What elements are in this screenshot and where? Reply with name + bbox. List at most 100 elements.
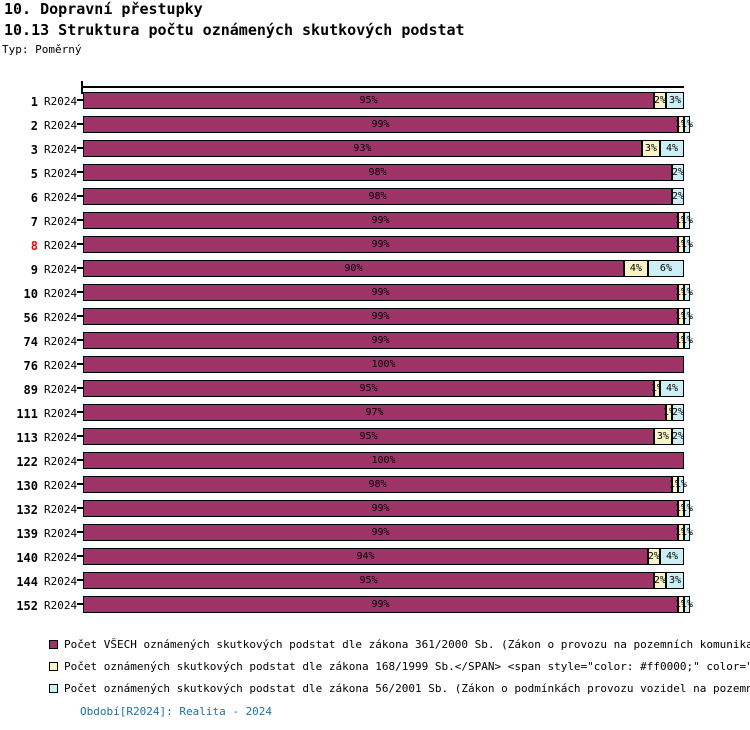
- segment-56-2001[interactable]: 3%: [665, 572, 684, 589]
- segment-168-1999[interactable]: 2%: [648, 548, 660, 565]
- chart-row[interactable]: 139 R2024 99% 1% 1%: [0, 523, 750, 547]
- chart-row[interactable]: 140 R2024 94% 2% 4%: [0, 547, 750, 571]
- segment-168-1999[interactable]: 3%: [653, 428, 672, 445]
- segment-value-label: 99%: [371, 311, 390, 322]
- segment-361-2000[interactable]: 98%: [83, 188, 672, 205]
- chart-row[interactable]: 122 R2024 100%: [0, 451, 750, 475]
- segment-168-1999[interactable]: 1%: [675, 524, 687, 541]
- segment-361-2000[interactable]: 93%: [83, 140, 642, 157]
- row-period-label: R2024: [44, 215, 78, 228]
- chart-row[interactable]: 144 R2024 95% 2% 3%: [0, 571, 750, 595]
- segment-168-1999[interactable]: 1%: [669, 476, 681, 493]
- segment-56-2001[interactable]: 2%: [672, 164, 684, 181]
- segment-168-1999[interactable]: 1%: [674, 596, 688, 613]
- segment-168-1999[interactable]: 2%: [654, 572, 666, 589]
- chart-row[interactable]: 132 R2024 99% 1% 1%: [0, 499, 750, 523]
- segment-361-2000[interactable]: 95%: [83, 428, 654, 445]
- segment-361-2000[interactable]: 99%: [83, 284, 678, 301]
- segment-361-2000[interactable]: 94%: [83, 548, 648, 565]
- chart-row[interactable]: 6 R2024 98% 2%: [0, 187, 750, 211]
- segment-56-2001[interactable]: 4%: [659, 140, 684, 157]
- chart-row[interactable]: 1 R2024 95% 2% 3%: [0, 91, 750, 115]
- chart-row[interactable]: 10 R2024 99% 1% 1%: [0, 283, 750, 307]
- legend-item[interactable]: Počet VŠECH oznámených skutkových podsta…: [0, 636, 750, 658]
- chart-row[interactable]: 111 R2024 97% 1% 2%: [0, 403, 750, 427]
- segment-361-2000[interactable]: 95%: [83, 92, 654, 109]
- segment-168-1999[interactable]: 1%: [675, 308, 687, 325]
- chart-row[interactable]: 3 R2024 93% 3% 4%: [0, 139, 750, 163]
- segment-value-label: 1%: [674, 599, 688, 610]
- chart-row[interactable]: 9 R2024 90% 4% 6%: [0, 259, 750, 283]
- chart-row[interactable]: 76 R2024 100%: [0, 355, 750, 379]
- segment-168-1999[interactable]: 1%: [675, 236, 687, 253]
- segment-361-2000[interactable]: 97%: [83, 404, 666, 421]
- row-index-label: 113: [16, 431, 38, 445]
- legend-item[interactable]: Počet oznámených skutkových podstat dle …: [0, 680, 750, 702]
- segment-361-2000[interactable]: 98%: [83, 164, 672, 181]
- row-axis-tick: [77, 435, 83, 437]
- segment-56-2001[interactable]: 3%: [665, 92, 684, 109]
- legend-item[interactable]: Počet oznámených skutkových podstat dle …: [0, 658, 750, 680]
- segment-value-label: 93%: [353, 143, 372, 154]
- chart-row[interactable]: 74 R2024 99% 1% 1%: [0, 331, 750, 355]
- row-period-label: R2024: [44, 95, 78, 108]
- segment-361-2000[interactable]: 100%: [83, 356, 684, 373]
- segment-361-2000[interactable]: 99%: [83, 596, 678, 613]
- segment-value-label: 1%: [680, 215, 694, 226]
- segment-361-2000[interactable]: 98%: [83, 476, 672, 493]
- row-period-label: R2024: [44, 455, 78, 468]
- segment-361-2000[interactable]: 95%: [83, 380, 654, 397]
- segment-168-1999[interactable]: 1%: [663, 404, 675, 421]
- row-axis-tick: [77, 339, 83, 341]
- chart-subtitle: 10.13 Struktura počtu oznámených skutkov…: [4, 21, 465, 39]
- segment-168-1999[interactable]: 2%: [654, 92, 666, 109]
- chart-row[interactable]: 130 R2024 98% 1% 1%: [0, 475, 750, 499]
- segment-56-2001[interactable]: 1%: [681, 308, 693, 325]
- segment-361-2000[interactable]: 99%: [83, 212, 678, 229]
- segment-56-2001[interactable]: 6%: [647, 260, 684, 277]
- segment-56-2001[interactable]: 1%: [680, 212, 694, 229]
- segment-56-2001[interactable]: 2%: [672, 188, 684, 205]
- segment-168-1999[interactable]: 3%: [641, 140, 660, 157]
- segment-56-2001[interactable]: 4%: [659, 548, 684, 565]
- segment-56-2001[interactable]: 1%: [681, 596, 693, 613]
- segment-168-1999[interactable]: 4%: [623, 260, 648, 277]
- chart-row[interactable]: 113 R2024 95% 3% 2%: [0, 427, 750, 451]
- segment-361-2000[interactable]: 95%: [83, 572, 654, 589]
- segment-56-2001[interactable]: 1%: [681, 332, 693, 349]
- segment-56-2001[interactable]: 2%: [672, 428, 684, 445]
- chart-row[interactable]: 89 R2024 95% 1% 4%: [0, 379, 750, 403]
- segment-56-2001[interactable]: 1%: [681, 116, 693, 133]
- legend-color-swatch: [49, 662, 58, 671]
- segment-168-1999[interactable]: 1%: [675, 332, 687, 349]
- segment-361-2000[interactable]: 99%: [83, 308, 678, 325]
- segment-56-2001[interactable]: 1%: [681, 284, 693, 301]
- segment-361-2000[interactable]: 99%: [83, 332, 678, 349]
- segment-361-2000[interactable]: 99%: [83, 524, 678, 541]
- row-axis-tick: [77, 603, 83, 605]
- segment-168-1999[interactable]: 1%: [675, 284, 687, 301]
- segment-56-2001[interactable]: 1%: [681, 236, 693, 253]
- chart-row[interactable]: 5 R2024 98% 2%: [0, 163, 750, 187]
- chart-row[interactable]: 2 R2024 99% 1% 1%: [0, 115, 750, 139]
- segment-56-2001[interactable]: 1%: [681, 500, 693, 517]
- segment-value-label: 95%: [359, 431, 378, 442]
- segment-168-1999[interactable]: 1%: [675, 212, 687, 229]
- segment-361-2000[interactable]: 99%: [83, 116, 678, 133]
- segment-168-1999[interactable]: 1%: [651, 380, 663, 397]
- segment-168-1999[interactable]: 1%: [675, 500, 687, 517]
- chart-row[interactable]: 8 R2024 99% 1% 1%: [0, 235, 750, 259]
- segment-361-2000[interactable]: 99%: [83, 500, 678, 517]
- segment-56-2001[interactable]: 1%: [681, 524, 693, 541]
- segment-56-2001[interactable]: 1%: [675, 476, 687, 493]
- segment-361-2000[interactable]: 99%: [83, 236, 678, 253]
- segment-361-2000[interactable]: 100%: [83, 452, 684, 469]
- chart-row[interactable]: 152 R2024 99% 1% 1%: [0, 595, 750, 619]
- footer-period-note: Období[R2024]: Realita - 2024: [80, 705, 273, 718]
- segment-56-2001[interactable]: 4%: [659, 380, 684, 397]
- chart-row[interactable]: 7 R2024 99% 1% 1%: [0, 211, 750, 235]
- chart-row[interactable]: 56 R2024 99% 1% 1%: [0, 307, 750, 331]
- segment-361-2000[interactable]: 90%: [83, 260, 624, 277]
- segment-168-1999[interactable]: 1%: [675, 116, 687, 133]
- segment-56-2001[interactable]: 2%: [672, 404, 684, 421]
